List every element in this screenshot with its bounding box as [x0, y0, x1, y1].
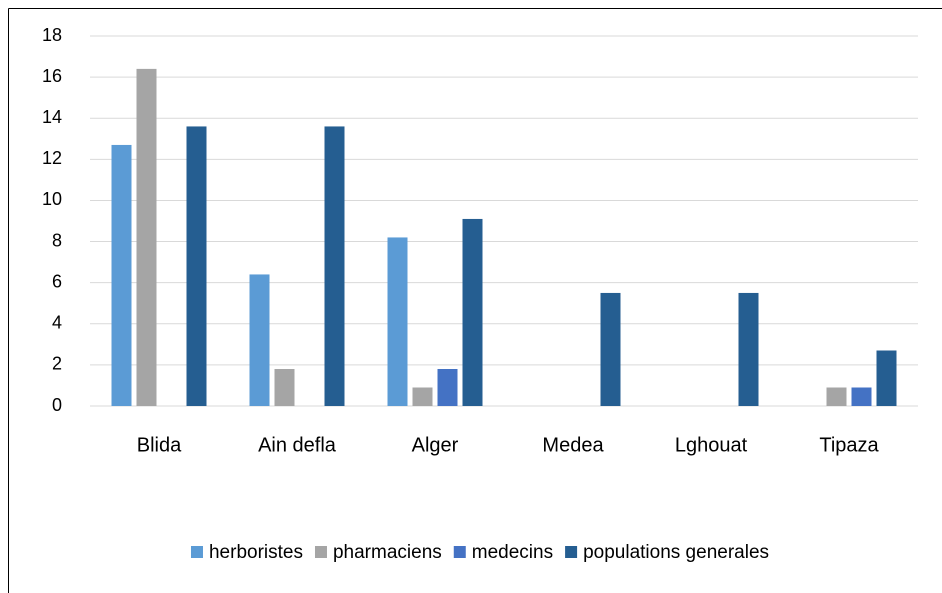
bar	[600, 292, 621, 406]
bar	[111, 144, 132, 406]
legend-label: pharmaciens	[333, 542, 442, 563]
y-tick-label: 14	[42, 107, 62, 127]
bar	[462, 218, 483, 406]
legend-label: herboristes	[209, 542, 303, 563]
legend-swatch	[565, 546, 578, 558]
bar	[387, 237, 408, 406]
legend-swatch	[314, 546, 327, 558]
legend-label: populations generales	[583, 542, 769, 563]
bar	[876, 350, 897, 406]
legend-swatch	[453, 546, 466, 558]
bar	[274, 369, 295, 406]
bar	[826, 387, 847, 406]
bar	[249, 274, 270, 406]
bar	[412, 387, 433, 406]
y-tick-label: 2	[52, 354, 62, 374]
y-tick-label: 16	[42, 66, 62, 86]
x-tick-label: Ain defla	[258, 434, 337, 456]
bar	[136, 68, 157, 406]
x-tick-label: Lghouat	[675, 434, 748, 456]
x-tick-label: Tipaza	[819, 434, 879, 456]
y-tick-label: 0	[52, 395, 62, 415]
bar	[851, 387, 872, 406]
y-tick-label: 6	[52, 271, 62, 291]
legend-label: medecins	[472, 542, 553, 563]
legend-swatch	[190, 546, 203, 558]
y-tick-label: 18	[42, 25, 62, 45]
y-tick-label: 12	[42, 148, 62, 168]
y-tick-label: 8	[52, 230, 62, 250]
bar	[186, 126, 207, 406]
bar	[437, 369, 458, 406]
y-tick-label: 10	[42, 189, 62, 209]
bar	[738, 292, 759, 406]
y-tick-label: 4	[52, 313, 62, 333]
x-tick-label: Alger	[412, 434, 459, 456]
x-tick-label: Medea	[542, 434, 604, 456]
x-tick-label: Blida	[137, 434, 182, 456]
bar	[324, 126, 345, 406]
